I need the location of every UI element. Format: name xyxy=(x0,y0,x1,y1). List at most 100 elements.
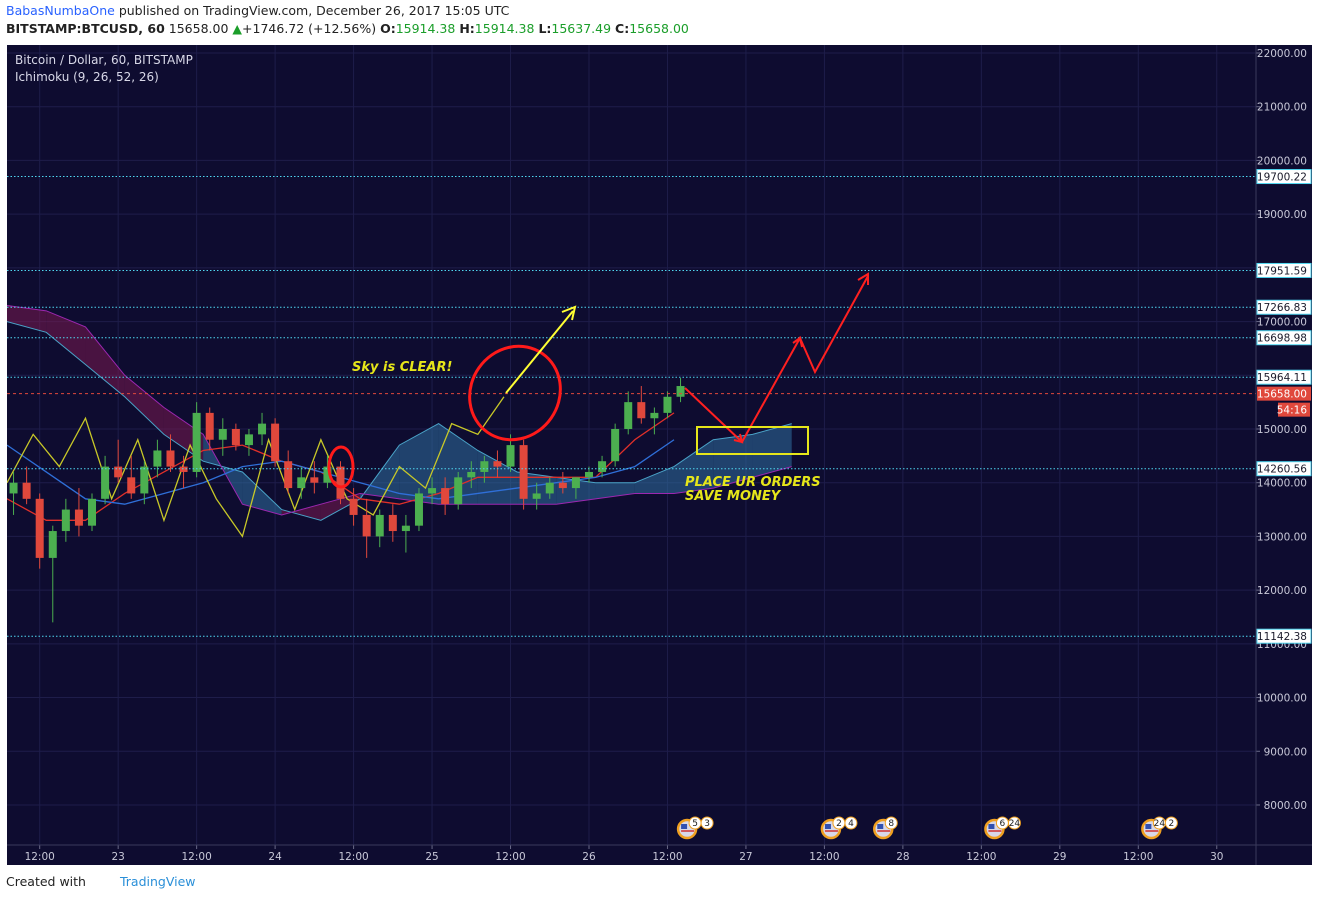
y-tick-label: 10000.00 xyxy=(1257,693,1307,705)
candle-body xyxy=(179,466,188,472)
candle-body xyxy=(88,498,97,526)
cloud xyxy=(399,423,439,505)
change: +1746.72 (+12.56%) xyxy=(242,21,377,36)
candle-body xyxy=(231,428,240,446)
candle-body xyxy=(441,488,450,505)
level-label-box xyxy=(1256,330,1312,346)
candle-body xyxy=(637,402,646,419)
candle-body xyxy=(545,482,554,494)
candle-body xyxy=(506,445,515,467)
open: 15914.38 xyxy=(395,21,456,36)
candle-body xyxy=(166,450,175,467)
published: published on TradingView.com, December 2… xyxy=(118,3,510,18)
candle-body xyxy=(153,450,162,467)
candle-body xyxy=(284,461,293,489)
candle-body xyxy=(205,412,214,440)
x-tick-label: 12:00 xyxy=(809,851,839,863)
candle-body xyxy=(388,514,397,532)
candle-body xyxy=(598,461,607,472)
annotation: PLACE UR ORDERS xyxy=(685,475,821,490)
x-tick-label: 12:00 xyxy=(338,851,368,863)
cloud xyxy=(713,434,753,489)
y-tick-label: 15000.00 xyxy=(1257,424,1307,436)
event-count: 5 xyxy=(692,819,698,829)
level-label: 11142.38 xyxy=(1257,631,1307,643)
price-label: 15658.00 xyxy=(1257,389,1307,401)
level-label: 15964.11 xyxy=(1257,372,1307,384)
event-count: 8 xyxy=(888,819,894,829)
event-flag-canton xyxy=(877,824,884,829)
event-count: 2 xyxy=(1169,819,1175,829)
countdown-box xyxy=(1278,402,1310,417)
l-label: L: xyxy=(538,21,552,36)
x-tick-label: 12:00 xyxy=(25,851,55,863)
event-flag-canton xyxy=(988,824,995,829)
event-flag-canton xyxy=(1145,824,1152,829)
candle-body xyxy=(127,477,136,494)
cloud xyxy=(438,423,478,505)
candle-body xyxy=(192,412,201,472)
candle-body xyxy=(362,514,371,537)
x-tick-label: 12:00 xyxy=(652,851,682,863)
circle-mark xyxy=(468,344,562,442)
candle-body xyxy=(480,461,489,472)
x-tick-label: 24 xyxy=(268,851,282,863)
level-label-box xyxy=(1256,299,1312,315)
candle-body xyxy=(9,482,18,494)
level-label: 17266.83 xyxy=(1257,302,1307,314)
x-tick-label: 12:00 xyxy=(966,851,996,863)
candle-body xyxy=(454,477,463,505)
level-label-box xyxy=(1256,369,1312,385)
cloud-line xyxy=(7,321,792,521)
cloud xyxy=(281,504,321,521)
y-tick-label: 12000.00 xyxy=(1257,585,1307,597)
candle-body xyxy=(74,509,83,526)
event-count: 2 xyxy=(836,819,842,829)
candle-body xyxy=(297,477,306,489)
countdown: 54:16 xyxy=(1277,405,1308,417)
candle-body xyxy=(624,402,633,429)
x-tick-label: 25 xyxy=(425,851,438,863)
candle-body xyxy=(258,423,267,435)
candle-body xyxy=(414,493,423,526)
y-tick-label: 9000.00 xyxy=(1264,746,1307,758)
level-label-box xyxy=(1256,628,1312,644)
legend-item: Ichimoku (9, 26, 52, 26) xyxy=(15,70,159,84)
event-count: 4 xyxy=(848,819,854,829)
candle-body xyxy=(349,498,358,515)
level-label: 14260.56 xyxy=(1257,464,1307,476)
arrow-head xyxy=(857,272,869,285)
price-label-box xyxy=(1257,386,1311,401)
lagging-line xyxy=(7,396,505,538)
candle-body xyxy=(61,509,70,532)
arrow-head xyxy=(792,336,803,348)
candle-body xyxy=(584,471,593,478)
author[interactable]: BabasNumbaOne xyxy=(6,3,115,18)
x-tick-label: 28 xyxy=(896,851,909,863)
candle-body xyxy=(558,482,567,489)
low: 15637.49 xyxy=(551,21,612,36)
h-label: H: xyxy=(459,21,475,36)
level-label-box xyxy=(1256,169,1312,185)
o-label: O: xyxy=(380,21,396,36)
candle-body xyxy=(428,488,437,494)
cloud xyxy=(85,326,125,397)
header: BabasNumbaOne published on TradingView.c… xyxy=(6,2,689,38)
footer: Created with TradingView xyxy=(6,874,196,889)
annotation: Sky is CLEAR! xyxy=(352,360,453,375)
event-flag-canton xyxy=(824,824,831,829)
event-count: 6 xyxy=(1000,819,1006,829)
drawings: Sky is CLEAR! PLACE UR ORDERS SAVE MONEY xyxy=(327,272,869,504)
event-count-bg xyxy=(700,816,714,830)
annotation: SAVE MONEY xyxy=(685,489,782,504)
brand[interactable]: TradingView xyxy=(119,874,196,889)
event-count-bg xyxy=(884,816,898,830)
x-tick-label: 12:00 xyxy=(1123,851,1153,863)
candle-body xyxy=(114,466,123,478)
level-label: 19700.22 xyxy=(1257,172,1307,184)
candle-body xyxy=(140,466,149,494)
candle-body xyxy=(676,386,685,397)
x-tick-label: 12:00 xyxy=(182,851,212,863)
candle-body xyxy=(650,412,659,419)
